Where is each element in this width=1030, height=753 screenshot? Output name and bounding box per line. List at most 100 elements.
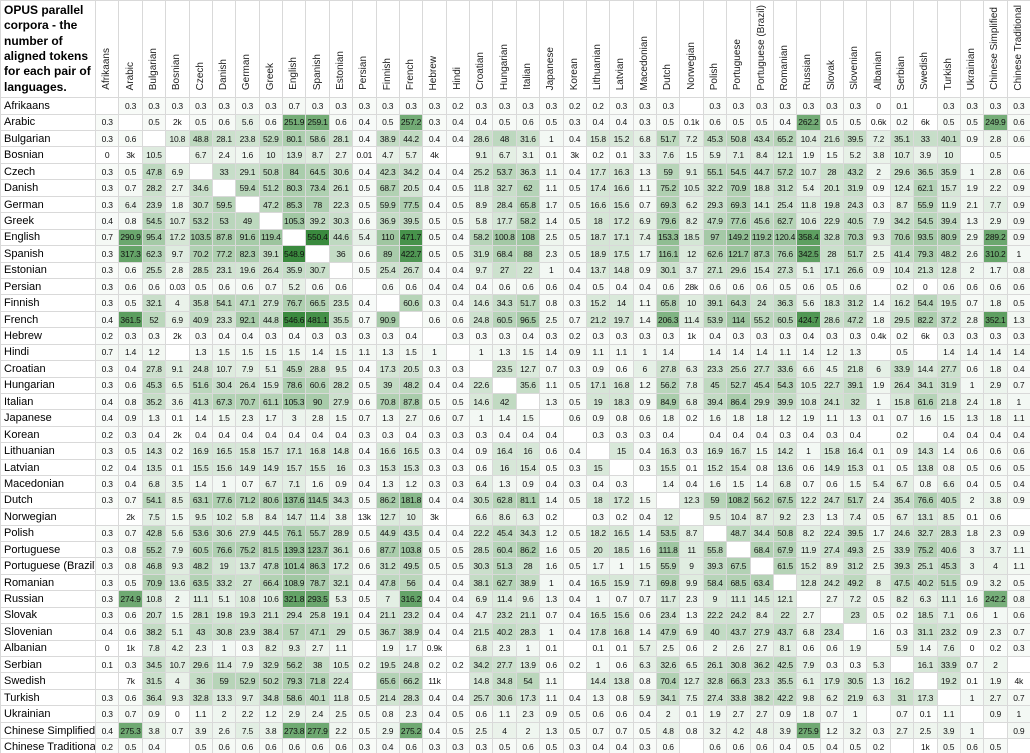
matrix-cell[interactable]: 5.6 [235, 113, 260, 132]
matrix-cell[interactable]: 63.1 [188, 491, 213, 510]
matrix-cell[interactable]: 14.1 [749, 195, 774, 214]
matrix-cell[interactable]: 1.3 [842, 409, 868, 427]
matrix-cell[interactable]: 68.7 [375, 179, 400, 197]
matrix-cell[interactable]: 12.7 [679, 672, 704, 690]
matrix-cell[interactable]: 18.3 [609, 393, 634, 411]
matrix-cell[interactable]: 36 [328, 245, 354, 263]
matrix-cell[interactable]: 121.7 [726, 245, 751, 263]
matrix-cell[interactable]: 61.1 [258, 393, 284, 411]
matrix-cell[interactable]: 1.5 [258, 343, 284, 362]
matrix-cell[interactable]: 73.4 [305, 179, 330, 197]
matrix-cell[interactable]: 29.6 [889, 162, 915, 181]
matrix-cell[interactable]: 0.6 [679, 639, 704, 658]
matrix-cell[interactable]: 0.8 [679, 721, 704, 740]
matrix-cell[interactable]: 8.1 [772, 639, 798, 658]
matrix-cell[interactable]: 0.7 [562, 310, 587, 329]
matrix-cell[interactable]: 0.5 [1006, 458, 1030, 477]
matrix-cell[interactable]: 0.4 [422, 705, 447, 723]
matrix-cell[interactable]: 342.5 [796, 245, 821, 263]
matrix-cell[interactable]: 0.6 [702, 113, 728, 132]
matrix-cell[interactable]: 0.3 [94, 179, 120, 197]
matrix-cell[interactable]: 4k [422, 146, 447, 164]
matrix-cell[interactable]: 78.6 [281, 376, 307, 395]
matrix-cell[interactable]: 62.7 [772, 212, 798, 230]
matrix-cell[interactable]: 39.5 [842, 524, 868, 542]
matrix-cell[interactable]: 1.5 [328, 343, 354, 362]
matrix-cell[interactable]: 27.9 [328, 393, 354, 411]
matrix-cell[interactable]: 7.9 [165, 540, 190, 559]
matrix-cell[interactable]: 15.6 [609, 606, 634, 625]
matrix-cell[interactable]: 0.3 [188, 327, 213, 345]
matrix-cell[interactable]: 0.7 [1006, 376, 1030, 395]
matrix-cell[interactable]: 0.5 [959, 113, 985, 132]
matrix-cell[interactable]: 0.3 [539, 327, 564, 345]
matrix-cell[interactable]: 28.2 [328, 376, 354, 395]
matrix-cell[interactable]: 1.7 [866, 524, 891, 542]
matrix-cell[interactable]: 58.2 [468, 228, 494, 247]
matrix-cell[interactable]: 2.3 [235, 409, 260, 427]
matrix-cell[interactable]: 0.3 [539, 97, 564, 115]
matrix-cell[interactable]: 78 [305, 195, 330, 214]
matrix-cell[interactable] [819, 606, 845, 625]
matrix-cell[interactable]: 0.4 [445, 130, 471, 148]
matrix-cell[interactable]: 424.7 [796, 310, 821, 329]
matrix-cell[interactable]: 5.4 [352, 228, 377, 247]
matrix-cell[interactable]: 0.3 [94, 360, 120, 378]
matrix-cell[interactable]: 12.3 [679, 491, 704, 510]
matrix-cell[interactable]: 0.8 [118, 557, 143, 575]
matrix-cell[interactable]: 0.6 [749, 738, 774, 753]
matrix-cell[interactable]: 2.4 [305, 705, 330, 723]
matrix-cell[interactable]: 27.9 [749, 623, 774, 641]
matrix-cell[interactable]: 14.3 [913, 442, 938, 460]
matrix-cell[interactable]: 28.1 [328, 130, 354, 148]
matrix-cell[interactable]: 11.1 [188, 590, 213, 608]
matrix-cell[interactable]: 17.2 [609, 212, 634, 230]
matrix-cell[interactable]: 38.9 [515, 573, 541, 592]
matrix-cell[interactable]: 3.7 [679, 261, 704, 279]
matrix-cell[interactable]: 2.7 [165, 179, 190, 197]
matrix-cell[interactable]: 81.1 [515, 491, 541, 510]
matrix-cell[interactable] [889, 656, 915, 674]
matrix-cell[interactable]: 0.9 [632, 261, 658, 279]
matrix-cell[interactable]: 25.2 [468, 162, 494, 181]
matrix-cell[interactable]: 86.4 [726, 393, 751, 411]
matrix-cell[interactable]: 1.2 [632, 376, 658, 395]
matrix-cell[interactable]: 0.4 [959, 425, 985, 444]
matrix-cell[interactable]: 29.5 [889, 310, 915, 329]
matrix-cell[interactable] [959, 146, 985, 164]
matrix-cell[interactable]: 60.5 [772, 310, 798, 329]
matrix-cell[interactable]: 6.2 [679, 195, 704, 214]
matrix-cell[interactable]: 24.8 [398, 656, 424, 674]
matrix-cell[interactable]: 18.2 [585, 524, 611, 542]
matrix-cell[interactable]: 3.8 [258, 721, 284, 740]
matrix-cell[interactable]: 6.6 [468, 508, 494, 526]
matrix-cell[interactable]: 68.5 [726, 573, 751, 592]
matrix-cell[interactable]: 15.8 [235, 442, 260, 460]
matrix-cell[interactable]: 0.3 [445, 327, 471, 345]
matrix-cell[interactable]: 0.6 [422, 310, 447, 329]
matrix-cell[interactable]: 289.2 [983, 228, 1008, 247]
matrix-cell[interactable]: 7.6 [936, 639, 961, 658]
matrix-cell[interactable]: 23.2 [936, 623, 961, 641]
matrix-cell[interactable]: 6k [913, 327, 938, 345]
matrix-cell[interactable]: 55.1 [702, 162, 728, 181]
matrix-cell[interactable]: 1.5 [819, 146, 845, 164]
matrix-cell[interactable]: 34.3 [492, 294, 517, 312]
matrix-cell[interactable]: 67.3 [211, 393, 237, 411]
matrix-cell[interactable]: 0.6 [959, 606, 985, 625]
matrix-cell[interactable]: 0.5 [422, 245, 447, 263]
matrix-cell[interactable]: 0.3 [609, 425, 634, 444]
matrix-cell[interactable]: 1 [1006, 393, 1030, 411]
matrix-cell[interactable]: 0.3 [959, 97, 985, 115]
matrix-cell[interactable]: 55.7 [305, 524, 330, 542]
matrix-cell[interactable]: 45.4 [749, 376, 774, 395]
matrix-cell[interactable]: 28.5 [468, 540, 494, 559]
matrix-cell[interactable]: 32.9 [258, 656, 284, 674]
matrix-cell[interactable]: 1 [866, 393, 891, 411]
column-header-swedish[interactable]: Swedish [913, 0, 938, 99]
matrix-cell[interactable]: 1.4 [539, 491, 564, 510]
matrix-cell[interactable]: 25.7 [468, 688, 494, 707]
matrix-cell[interactable]: 14.6 [468, 294, 494, 312]
matrix-cell[interactable]: 30.8 [726, 656, 751, 674]
matrix-cell[interactable]: 0.5 [352, 179, 377, 197]
